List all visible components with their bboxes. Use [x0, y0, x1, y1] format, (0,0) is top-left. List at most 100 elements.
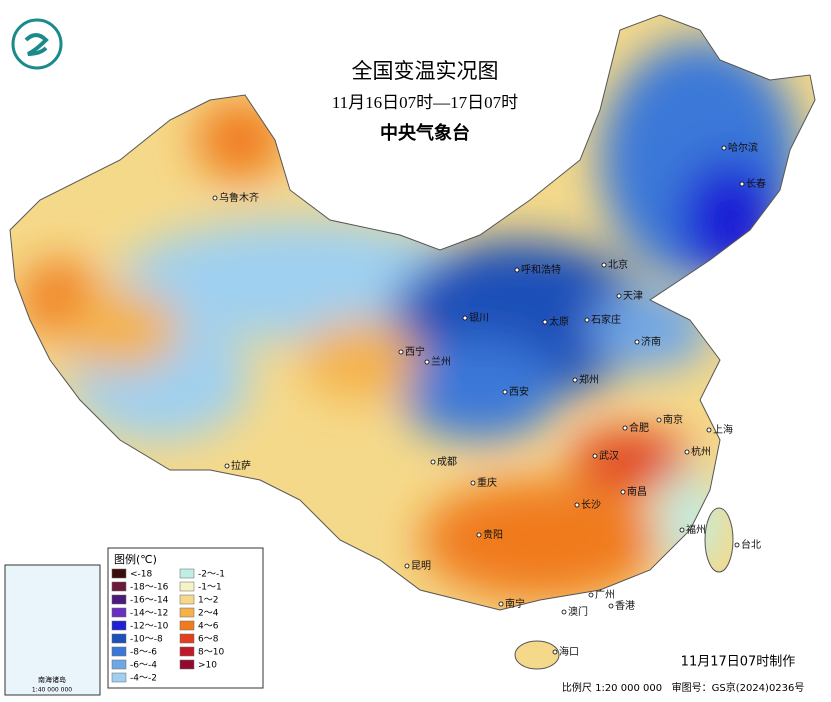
city-label: 澳门 — [568, 605, 588, 618]
city-dot — [572, 377, 578, 383]
legend-label: -8～-6 — [130, 648, 157, 658]
city-dot — [608, 603, 614, 609]
city-dot — [398, 349, 404, 355]
city-dot — [498, 601, 504, 607]
city-label: 西安 — [509, 385, 529, 398]
legend-label: -14～-12 — [130, 609, 168, 619]
inset-scale: 1:40 000 000 — [32, 687, 72, 694]
city-dot — [514, 267, 520, 273]
city-label: 广州 — [595, 589, 615, 601]
city-label: 郑州 — [579, 373, 599, 386]
scale: 比例尺 1:20 000 000 — [562, 681, 662, 694]
city-label: 太原 — [549, 315, 569, 328]
city-label: 台北 — [741, 538, 761, 551]
legend-label: 4～6 — [198, 622, 219, 632]
city-dot — [739, 181, 745, 187]
city-dot — [502, 389, 508, 395]
city-dot — [584, 317, 590, 323]
legend-swatch — [179, 594, 195, 605]
legend-swatch — [111, 594, 127, 605]
issuer: 中央气象台 — [380, 122, 470, 144]
legend-swatch — [179, 607, 195, 618]
city-label: 银川 — [469, 311, 489, 324]
city-label: 福州 — [686, 523, 706, 536]
city-label: 杭州 — [691, 445, 711, 458]
city-dot — [601, 262, 607, 268]
legend-swatch — [179, 633, 195, 644]
inset-title: 南海诸岛 — [38, 675, 66, 684]
city-label: 重庆 — [477, 476, 497, 489]
city-dot — [721, 145, 727, 151]
city-dot — [634, 339, 640, 345]
city-label: 兰州 — [431, 355, 451, 368]
city-dot — [552, 649, 558, 655]
legend-swatch — [111, 607, 127, 618]
city-dot — [684, 449, 690, 455]
issued-time: 11月17日07时制作 — [681, 655, 796, 670]
city-dot — [679, 527, 685, 533]
subtitle: 11月16日07时—17日07时 — [332, 93, 518, 112]
city-label: 贵阳 — [483, 528, 503, 541]
city-dot — [462, 315, 468, 321]
city-label: 南宁 — [505, 597, 525, 610]
legend-label: -18～-16 — [130, 583, 169, 593]
city-dot — [588, 592, 594, 598]
city-label: 长沙 — [581, 499, 601, 511]
legend-label: -6～-4 — [130, 661, 157, 671]
city-label: 上海 — [713, 423, 733, 436]
city-label: 香港 — [615, 600, 635, 612]
legend-swatch — [111, 659, 127, 670]
logo — [11, 18, 63, 70]
city-dot — [476, 532, 482, 538]
city-dot — [656, 417, 662, 423]
legend-label: -2～-1 — [198, 570, 225, 580]
title: 全国变温实况图 — [352, 59, 499, 83]
city-label: 武汉 — [599, 449, 619, 462]
city-dot — [430, 459, 436, 465]
city-label: 长春 — [746, 178, 766, 190]
legend-swatch — [111, 581, 127, 592]
city-label: 合肥 — [629, 421, 649, 434]
city-label: 南昌 — [627, 485, 647, 498]
city-label: 南京 — [663, 413, 683, 426]
legend-label: 8～10 — [198, 648, 224, 658]
legend-label: <-18 — [130, 570, 153, 580]
city-label: 西宁 — [405, 345, 425, 358]
city-dot — [470, 480, 476, 486]
inset-map — [4, 564, 101, 696]
legend-swatch — [111, 633, 127, 644]
city-dot — [592, 453, 598, 459]
legend-label: -1～1 — [198, 583, 222, 593]
legend-swatch — [179, 659, 195, 670]
legend-label: -10～-8 — [130, 635, 163, 645]
city-label: 哈尔滨 — [728, 141, 758, 154]
city-dot — [561, 609, 567, 615]
city-label: 成都 — [437, 456, 457, 468]
legend-label: -12～-10 — [130, 622, 169, 632]
city-label: 济南 — [641, 335, 661, 348]
approval: 审图号：GS京(2024)0236号 — [672, 681, 805, 694]
city-dot — [706, 427, 712, 433]
city-label: 昆明 — [411, 560, 431, 572]
legend-swatch — [111, 568, 127, 579]
city-dot — [622, 425, 628, 431]
city-label: 乌鲁木齐 — [219, 191, 259, 204]
legend-swatch — [179, 568, 195, 579]
city-label: 拉萨 — [231, 459, 251, 472]
legend-label: 6～8 — [198, 635, 219, 645]
city-dot — [734, 542, 740, 548]
city-dot — [542, 319, 548, 325]
legend-swatch — [179, 646, 195, 657]
city-dot — [224, 463, 230, 469]
city-label: 天津 — [623, 290, 643, 302]
legend-swatch — [111, 646, 127, 657]
city-dot — [404, 563, 410, 569]
city-dot — [212, 195, 218, 201]
legend-label: 2～4 — [198, 609, 219, 619]
city-label: 海口 — [559, 645, 579, 658]
city-dot — [620, 489, 626, 495]
legend-label: -16～-14 — [130, 596, 169, 606]
legend-swatch — [111, 672, 127, 683]
legend-swatch — [179, 620, 195, 631]
